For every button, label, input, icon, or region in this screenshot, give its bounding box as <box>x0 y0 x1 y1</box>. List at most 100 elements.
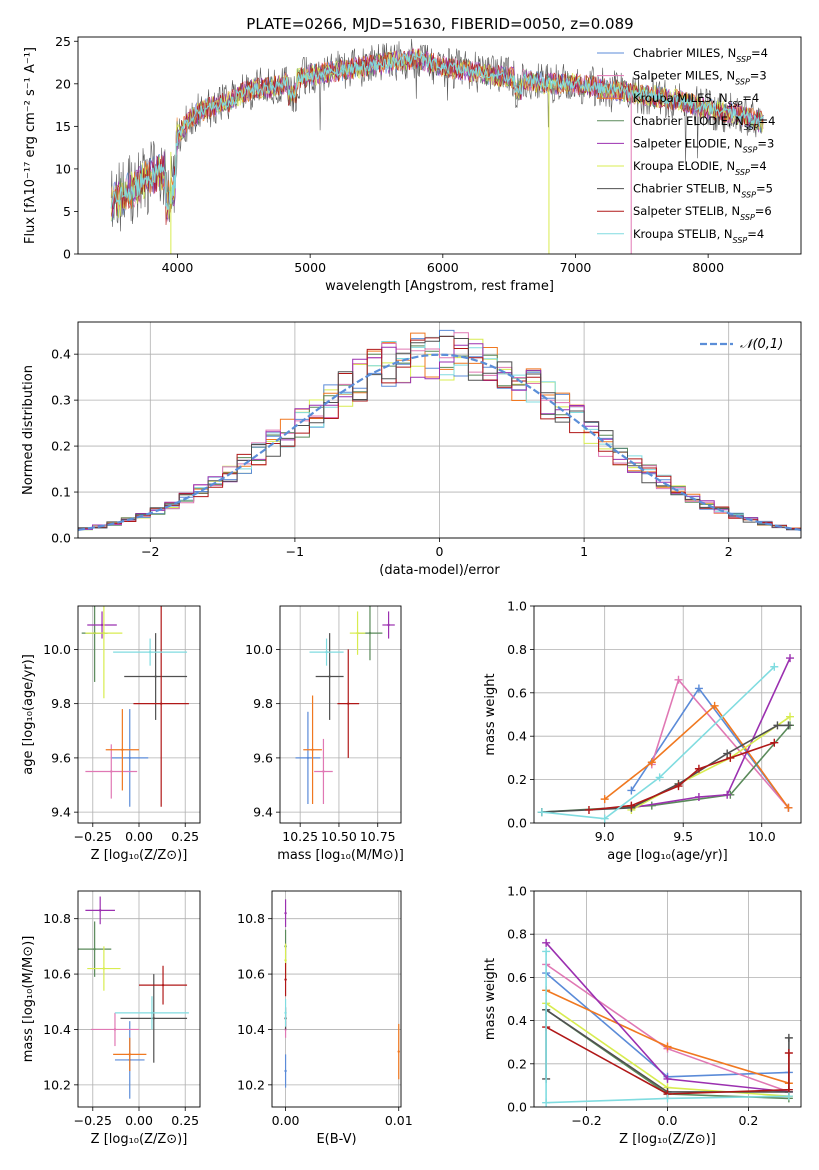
spectrum-line <box>110 52 764 210</box>
mass-weight-line <box>631 657 791 809</box>
y-tick-label: 10.4 <box>237 1022 265 1037</box>
plus-marker <box>542 938 551 947</box>
y-tick-label: 9.4 <box>51 805 71 820</box>
spectrum-panel: 4000 5000 6000 7000 8000 0 5 10 15 20 25 wavelength… <box>23 34 802 294</box>
plot-area <box>78 329 801 533</box>
y-tick-label: 10 <box>55 161 71 176</box>
plus-marker <box>663 1042 672 1051</box>
x-tick-label: 5000 <box>294 260 326 275</box>
y-tick-label: 0.3 <box>51 393 71 408</box>
y-tick-label: 0.1 <box>51 485 71 500</box>
mass-weight-line <box>541 666 775 820</box>
mass-weight-line <box>545 951 789 1104</box>
data-point <box>113 1028 117 1031</box>
legend-entry: Salpeter ELODIE, NSSP=3 <box>633 136 774 154</box>
y-axis-label: age [log₁₀(age/yr)] <box>21 654 36 775</box>
data-point <box>284 978 287 981</box>
plus-marker <box>674 782 683 791</box>
plot-area <box>78 896 189 1099</box>
y-tick-label: 0.2 <box>507 1056 527 1071</box>
y-tick-label: 10.0 <box>43 642 71 657</box>
y-tick-label: 0.4 <box>507 729 527 744</box>
plus-marker <box>694 764 703 773</box>
x-axis-label: Z [log₁₀(Z/Z⊙)] <box>91 1132 188 1147</box>
data-point <box>284 911 287 915</box>
y-axis-label: Normed distribution <box>21 365 36 495</box>
x-tick-label: −0.2 <box>571 1113 601 1128</box>
x-tick-label: −0.25 <box>74 1113 112 1128</box>
y-tick-label: 0.4 <box>51 347 71 362</box>
legend-subscript: SSP <box>733 235 748 244</box>
x-tick-label: −2 <box>141 544 159 559</box>
data-point <box>387 623 390 627</box>
legend-subscript: SSP <box>743 145 758 154</box>
y-tick-label: 0.8 <box>507 642 527 657</box>
y-axis-label: Flux [fλ10⁻¹⁷ erg cm⁻² s⁻¹ A⁻¹] <box>23 47 38 244</box>
plus-marker <box>773 721 782 730</box>
data-point <box>128 1053 131 1056</box>
x-tick-label: 0.2 <box>738 1113 758 1128</box>
plus-marker <box>784 721 793 730</box>
data-point <box>284 959 287 962</box>
data-point <box>159 702 163 705</box>
x-tick-label: 8000 <box>692 260 724 275</box>
data-point <box>152 1017 155 1020</box>
normal-reference-curve <box>78 353 801 531</box>
legend-subscript: SSP <box>740 213 755 222</box>
plot-area <box>537 654 795 823</box>
axes-frame <box>77 321 802 539</box>
x-tick-label: 7000 <box>560 260 592 275</box>
legend-subscript: SSP <box>744 122 759 131</box>
x-tick-label: 10.50 <box>321 829 357 844</box>
plus-marker <box>655 773 664 782</box>
x-axis-label: Z [log₁₀(Z/Z⊙)] <box>91 848 188 863</box>
mass-vs-extinction-panel: 0.00 0.01 10.2 10.4 10.6 10.8 E(B-V) <box>237 890 413 1147</box>
plus-marker <box>674 675 683 684</box>
x-axis-label: age [log₁₀(age/yr)] <box>607 848 728 863</box>
x-axis-label: (data-model)/error <box>379 563 500 578</box>
y-tick-label: 9.4 <box>253 805 273 820</box>
x-axis-label: Z [log₁₀(Z/Z⊙)] <box>619 1132 716 1147</box>
mass-weight-line <box>588 741 775 811</box>
plus-marker <box>600 814 609 823</box>
x-axis-label: mass [log₁₀(M/M⊙)] <box>277 848 404 863</box>
legend-entry: Chabrier MILES, NSSP=4 <box>633 46 768 64</box>
mass-weight-vs-age-panel: 9.0 9.5 10.0 0.0 0.2 0.4 0.6 0.8 1.0 age [log₁₀(a… <box>483 599 802 863</box>
x-tick-label: 10.0 <box>748 829 776 844</box>
y-tick-label: 10.8 <box>43 911 71 926</box>
axes-frame <box>77 890 201 1108</box>
y-tick-label: 15 <box>55 119 71 134</box>
y-tick-label: 5 <box>63 204 71 219</box>
spectrum-legend: Chabrier MILES, NSSP=4 Salpeter MILES, NS… <box>597 46 775 244</box>
legend-subscript: SSP <box>735 168 750 177</box>
spectrum-line <box>110 47 764 222</box>
legend-value: =6 <box>755 204 772 218</box>
plus-marker <box>786 654 795 663</box>
y-tick-label: 0.0 <box>507 1100 527 1115</box>
plus-marker <box>627 786 636 795</box>
x-tick-label: 2 <box>725 544 733 559</box>
plus-marker <box>663 1094 672 1103</box>
legend-value: =4 <box>750 159 767 173</box>
y-tick-label: 0.0 <box>507 816 527 831</box>
data-point <box>148 650 152 654</box>
data-point <box>154 675 157 678</box>
x-tick-label: 0 <box>436 544 444 559</box>
data-point <box>110 770 113 773</box>
plus-marker <box>784 803 793 812</box>
y-axis-label: mass weight <box>483 673 498 755</box>
residual-histogram-panel: −2 −1 0 1 2 0.0 0.1 0.2 0.3 0.4 (data-model)/error… <box>21 321 802 578</box>
y-tick-label: 1.0 <box>507 599 527 614</box>
y-tick-label: 0.6 <box>507 685 527 700</box>
mass-vs-metallicity-panel: −0.25 0.00 0.25 10.2 10.4 10.6 10.8 Z [log₁₀(Z/… <box>21 890 201 1147</box>
y-tick-label: 10.2 <box>237 1077 265 1092</box>
x-tick-label: 10.25 <box>282 829 318 844</box>
data-point <box>328 675 331 678</box>
x-tick-label: 4000 <box>162 260 194 275</box>
plus-marker <box>726 753 735 762</box>
y-tick-label: 10.4 <box>43 1022 71 1037</box>
y-tick-label: 20 <box>55 76 71 91</box>
plus-marker <box>723 790 732 799</box>
y-tick-label: 10.8 <box>237 911 265 926</box>
mass-weight-vs-metallicity-panel: −0.2 0.0 0.2 0.0 0.2 0.4 0.6 0.8 1.0 Z [log₁₀(Z/Z… <box>483 884 802 1147</box>
